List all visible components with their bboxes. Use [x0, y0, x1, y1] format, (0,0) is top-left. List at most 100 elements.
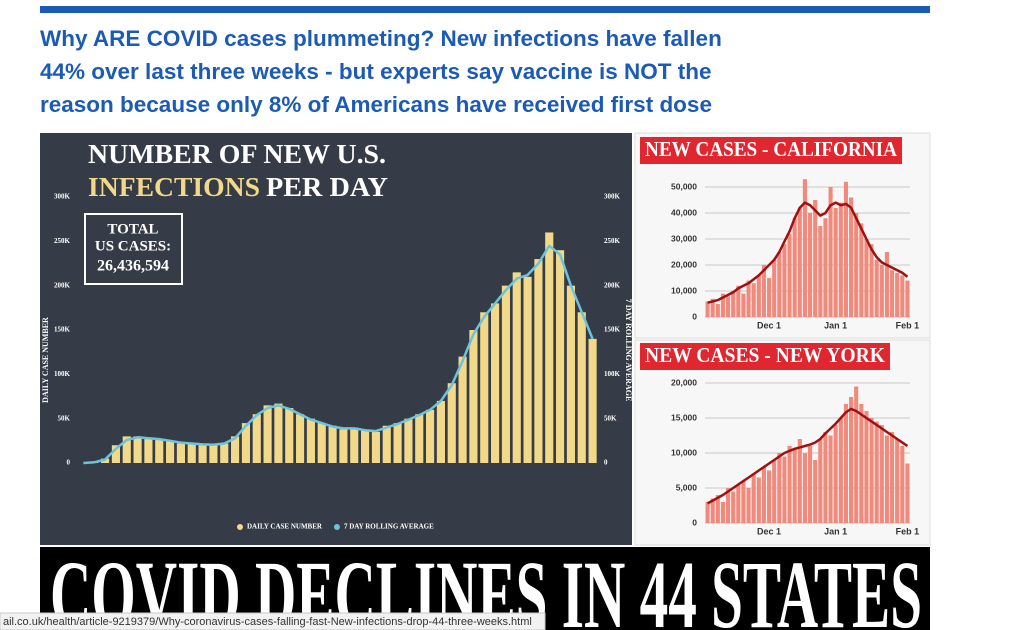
bar	[710, 298, 715, 317]
y-tick-label: 50,000	[671, 181, 697, 191]
bar	[469, 330, 478, 463]
y-tick-label: 250K	[54, 237, 71, 245]
bar	[382, 425, 391, 463]
bar	[905, 280, 910, 317]
x-tick-label: Dec 1	[757, 526, 781, 536]
status-url: ail.co.uk/health/article-9219379/Why-cor…	[3, 616, 532, 628]
headline-line[interactable]: Why ARE COVID cases plummeting? New infe…	[40, 26, 722, 51]
bar	[447, 383, 456, 463]
y2-tick-label: 300K	[604, 193, 621, 201]
bar	[797, 207, 802, 317]
bar	[523, 276, 532, 463]
bar	[895, 439, 900, 523]
bar	[751, 474, 756, 523]
line	[706, 407, 909, 505]
y-tick-label: 10,000	[671, 285, 697, 295]
bar	[818, 226, 823, 317]
main-title: NUMBER OF NEW U.S.	[88, 139, 386, 169]
chart-title: NEW CASES - CALIFORNIA	[645, 137, 898, 161]
bar	[491, 303, 500, 463]
line	[707, 201, 909, 304]
chart-title-box	[640, 343, 890, 370]
bar	[756, 275, 761, 317]
bar	[512, 272, 521, 463]
bar	[436, 400, 445, 463]
bar	[176, 443, 185, 463]
bar	[884, 252, 889, 317]
status-bar	[0, 612, 546, 630]
total-box	[84, 213, 183, 285]
headline-line[interactable]: reason because only 8% of Americans have…	[40, 92, 712, 117]
bar	[879, 425, 884, 523]
bar	[705, 301, 710, 317]
headline-line[interactable]: 44% over last three weeks - but experts …	[40, 59, 712, 84]
bar	[782, 244, 787, 317]
bar	[458, 356, 467, 463]
bar	[772, 460, 777, 523]
bar	[777, 453, 782, 523]
bar	[797, 439, 802, 523]
x-tick-label: Feb 1	[896, 320, 920, 330]
bar	[787, 446, 792, 523]
bar	[736, 484, 741, 523]
bar	[577, 312, 586, 463]
bar	[545, 232, 554, 463]
bar	[808, 446, 813, 523]
bar	[767, 278, 772, 317]
bar	[209, 445, 218, 463]
bar	[741, 481, 746, 523]
bar	[220, 443, 229, 463]
bar	[566, 285, 575, 463]
bar	[726, 296, 731, 317]
bar	[480, 312, 489, 463]
bar	[415, 414, 424, 463]
bar	[720, 293, 725, 317]
y-tick-label: 20,000	[671, 377, 697, 387]
total-label: TOTAL	[107, 221, 158, 237]
y-tick-label: 0	[692, 311, 697, 321]
y-tick-label: 50K	[58, 414, 71, 422]
bar	[787, 233, 792, 317]
y-axis-title: DAILY CASE NUMBER	[41, 317, 50, 403]
main-chart-panel	[40, 133, 632, 545]
y2-tick-label: 150K	[604, 326, 621, 334]
bar	[556, 250, 565, 463]
bar	[122, 436, 131, 463]
bar	[187, 443, 196, 463]
x-tick-label: Jan 1	[824, 320, 847, 330]
main-title-highlight: INFECTIONS	[88, 172, 260, 202]
bar	[869, 418, 874, 523]
y-tick-label: 5,000	[676, 482, 698, 492]
bar	[792, 218, 797, 317]
bar	[849, 197, 854, 317]
y2-tick-label: 0	[604, 459, 608, 467]
bar	[890, 270, 895, 317]
bar	[864, 411, 869, 523]
bar	[761, 467, 766, 523]
y-tick-label: 0	[67, 459, 71, 467]
y-tick-label: 20,000	[671, 259, 697, 269]
bar	[808, 213, 813, 317]
bar	[813, 200, 818, 317]
y-tick-label: 300K	[54, 193, 71, 201]
bar	[777, 252, 782, 317]
bar	[859, 404, 864, 523]
bar	[767, 470, 772, 523]
x-tick-label: Dec 1	[757, 320, 781, 330]
bar	[155, 439, 164, 463]
legend-swatch	[333, 524, 340, 530]
bar	[274, 403, 283, 463]
bar	[838, 202, 843, 317]
bar	[823, 218, 828, 317]
bar	[782, 456, 787, 523]
bar	[317, 423, 326, 463]
bar	[895, 272, 900, 317]
bar	[823, 432, 828, 523]
bar	[802, 179, 807, 317]
bar	[339, 429, 348, 463]
bar	[813, 460, 818, 523]
bar	[306, 418, 315, 463]
bar	[772, 259, 777, 317]
